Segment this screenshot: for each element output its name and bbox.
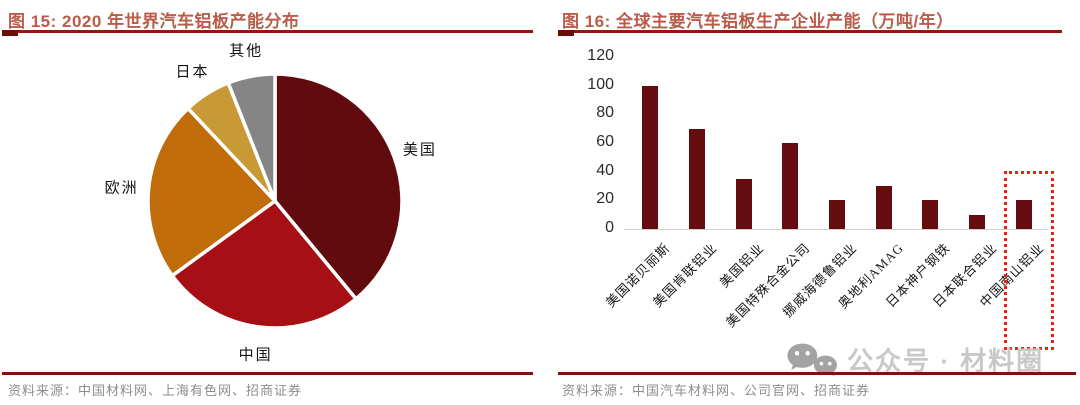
watermark-text: 公众号 · 材料圈: [847, 346, 1045, 376]
y-axis-tick-20: 20: [596, 190, 614, 208]
figure-16-bottom-rule: [558, 372, 1076, 375]
pie-slice-label: 日本: [175, 64, 210, 81]
bar-8: [969, 214, 985, 229]
bar-4: [782, 143, 799, 229]
y-axis-tick-0: 0: [605, 219, 614, 236]
wechat-icon: [786, 342, 838, 378]
pie-slice-label: 美国: [402, 142, 437, 159]
y-axis-tick-120: 120: [587, 47, 614, 64]
watermark: 公众号 · 材料圈: [786, 341, 1044, 378]
figure-16-underline-stub: [558, 30, 574, 36]
bar-5: [829, 200, 845, 229]
pie-chart: [146, 72, 404, 330]
bar-chart-x-axis-line: [624, 228, 1048, 230]
bar-chart-plot-area: [627, 57, 1047, 229]
bar-3: [735, 178, 752, 229]
bar-9: [1015, 200, 1032, 229]
figure-15-source: 资料来源：中国材料网、上海有色网、招商证券: [8, 383, 303, 398]
figure-16-title-underline: [558, 30, 1062, 33]
figure-15-title-underline: [2, 30, 533, 33]
bar-2: [689, 128, 705, 229]
figure-16-title: 图 16: 全球主要汽车铝板生产企业产能（万吨/年）: [562, 12, 954, 31]
pie-slice-label: 其他: [229, 43, 264, 60]
y-axis-tick-60: 60: [596, 133, 614, 150]
y-axis-tick-40: 40: [596, 161, 614, 179]
bar-6: [875, 186, 892, 229]
pie-slice-3: [146, 106, 277, 278]
figure-15-underline-stub: [2, 30, 18, 36]
y-axis-tick-80: 80: [596, 104, 614, 122]
pie-slice-label: 欧洲: [104, 180, 139, 196]
figure-15-bottom-rule: [2, 372, 533, 375]
figure-16-source: 资料来源：中国汽车材料网、公司官网、招商证券: [562, 383, 871, 398]
pie-slice-label: 中国: [238, 347, 273, 364]
pie-slice-1: [273, 72, 404, 301]
y-axis-tick-100: 100: [587, 75, 614, 93]
bar-1: [642, 85, 659, 229]
figure-15-title: 图 15: 2020 年世界汽车铝板产能分布: [8, 12, 300, 31]
pie-slice-5: [226, 72, 277, 203]
highlight-dotted-box: [1004, 171, 1054, 350]
pie-slice-2: [170, 199, 358, 330]
bar-7: [922, 200, 939, 229]
